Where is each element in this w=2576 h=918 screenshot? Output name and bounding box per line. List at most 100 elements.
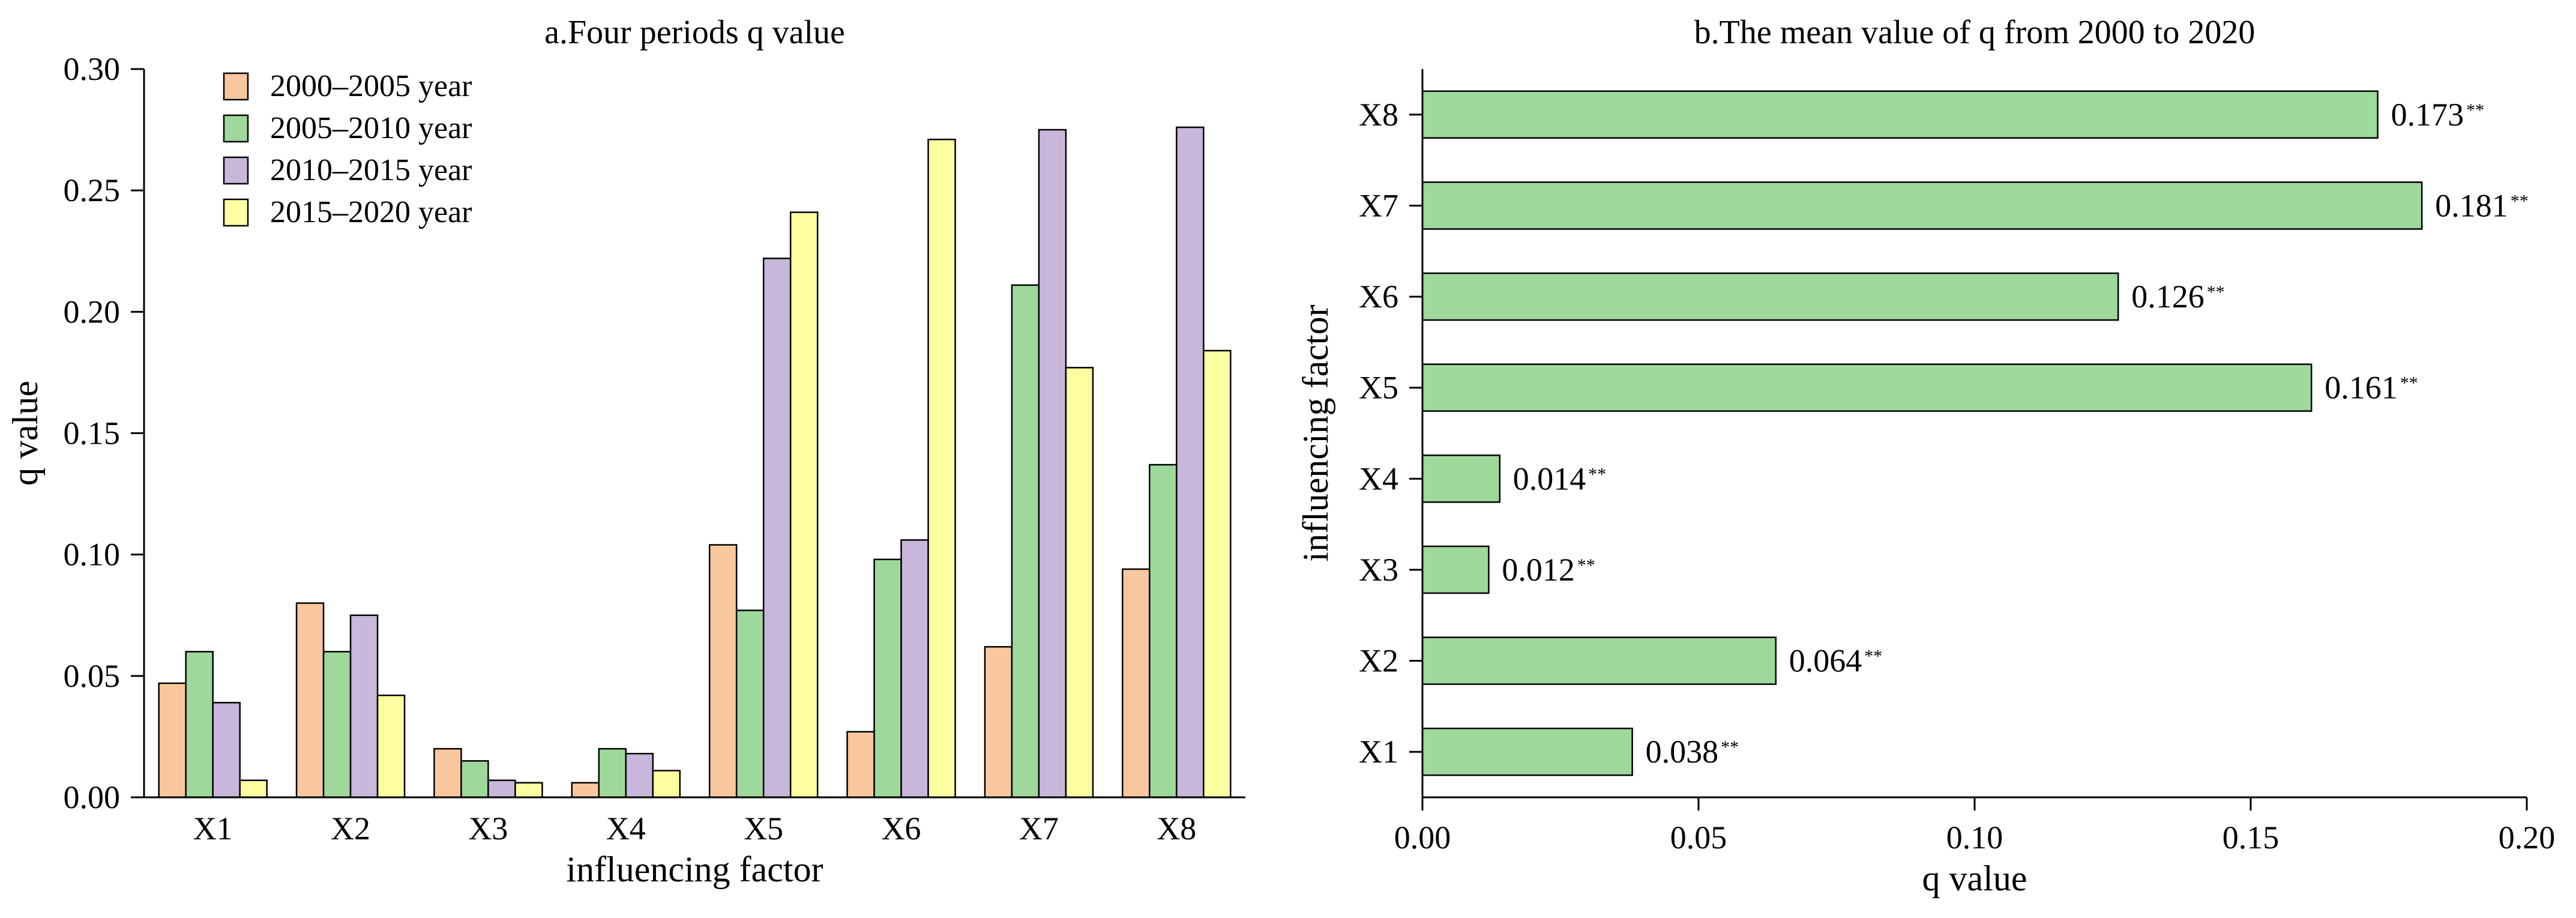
bar-X7 — [1421, 181, 2423, 230]
x-tick-label: 0.15 — [2222, 820, 2280, 856]
bar-X2-series-4 — [376, 694, 406, 799]
bar-X6-series-4 — [927, 139, 956, 799]
y-tick-label: X6 — [1359, 279, 1398, 315]
bar-X3-series-4 — [514, 782, 543, 799]
chart-b: b.The mean value of q from 2000 to 2020 … — [1296, 14, 2555, 898]
chart-a-title: a.Four periods q value — [544, 14, 845, 51]
bar-X3-series-2 — [460, 760, 489, 799]
bar-X6 — [1421, 272, 2119, 321]
legend-label: 2010–2015 year — [270, 153, 472, 187]
bar-X7-series-1 — [984, 646, 1013, 799]
bar-X6-series-1 — [846, 731, 875, 799]
legend-swatch — [223, 156, 249, 185]
data-label: 0.161 ** — [2325, 370, 2418, 406]
bar-X4-series-1 — [571, 782, 600, 799]
bar-X2-series-1 — [295, 602, 325, 799]
legend-swatch — [223, 198, 249, 227]
bar-X5-series-4 — [789, 211, 819, 799]
x-tick-label: 0.20 — [2499, 820, 2556, 856]
bar-X5-series-1 — [708, 544, 738, 799]
x-tick-label: X6 — [882, 811, 921, 847]
bar-X4-series-4 — [652, 770, 681, 799]
y-tick-label: 0.20 — [64, 294, 121, 330]
x-tick-label: X8 — [1157, 811, 1196, 847]
bar-X8-series-2 — [1149, 464, 1178, 799]
legend-swatch — [223, 72, 249, 101]
bar-X3 — [1421, 545, 1490, 594]
bar-X5-series-2 — [735, 609, 765, 799]
y-tick-label: 0.05 — [64, 658, 121, 694]
y-tick-label: 0.30 — [64, 51, 121, 87]
chart-a-y-axis-label: q value — [5, 381, 45, 486]
x-tick-label: 0.05 — [1670, 820, 1727, 856]
bar-X8 — [1421, 90, 2379, 139]
y-tick-label: 0.00 — [64, 779, 121, 815]
bar-X5-series-3 — [762, 258, 792, 799]
legend-swatch — [223, 114, 249, 143]
data-label: 0.064 ** — [1789, 643, 1883, 679]
bar-X1-series-3 — [212, 702, 241, 799]
chart-b-title: b.The mean value of q from 2000 to 2020 — [1694, 14, 2256, 51]
y-tick-label: 0.25 — [64, 172, 121, 208]
x-tick-label: X3 — [468, 811, 508, 847]
chart-b-bars — [1421, 90, 2423, 776]
x-tick-label: X4 — [606, 811, 646, 847]
chart-a-x-ticks: X1 X2 X3 X4 X5 X6 X7 X8 — [193, 811, 1197, 847]
data-label: 0.126 ** — [2131, 279, 2225, 315]
data-label: 0.012 ** — [1502, 552, 1595, 588]
y-tick-label: 0.10 — [64, 537, 121, 573]
chart-b-x-axis-label: q value — [1922, 859, 2027, 898]
x-tick-label: X1 — [193, 811, 233, 847]
bar-X4 — [1421, 454, 1501, 503]
chart-a-bars — [158, 126, 1232, 799]
y-tick-label: X3 — [1359, 552, 1398, 588]
bar-X1-series-2 — [185, 651, 214, 799]
bar-X5 — [1421, 363, 2313, 412]
y-tick-label: X8 — [1359, 97, 1398, 133]
bar-X7-series-4 — [1065, 367, 1094, 799]
chart-b-data-labels: 0.038 ** 0.064 ** 0.012 ** 0.014 ** 0.161 ** 0.126… — [1502, 97, 2528, 770]
bar-X7-series-3 — [1038, 128, 1067, 799]
bar-X3-series-1 — [433, 747, 462, 799]
chart-a-x-axis-label: influencing factor — [566, 850, 823, 889]
chart-b-y-axis-label: influencing factor — [1296, 304, 1335, 561]
bar-X1-series-1 — [158, 682, 187, 799]
y-tick-label: X1 — [1359, 734, 1398, 770]
bar-X3-series-3 — [487, 779, 516, 799]
y-tick-label: X7 — [1359, 187, 1398, 223]
bar-X8-series-3 — [1176, 126, 1205, 799]
legend-label: 2005–2010 year — [270, 111, 472, 145]
legend-label: 2015–2020 year — [270, 195, 472, 229]
y-tick-label: 0.15 — [64, 415, 121, 451]
data-label: 0.038 ** — [1646, 734, 1739, 770]
chart-b-axes — [1421, 69, 2527, 799]
legend-label: 2000–2005 year — [270, 69, 472, 103]
x-tick-label: X5 — [744, 811, 783, 847]
data-label: 0.014 ** — [1513, 461, 1607, 497]
bar-X4-series-2 — [598, 747, 627, 799]
y-tick-label: X4 — [1359, 461, 1398, 497]
bar-X2 — [1421, 636, 1777, 685]
chart-a: a.Four periods q value 0.000.050.100.150… — [5, 14, 1245, 889]
x-tick-label: X7 — [1019, 811, 1059, 847]
bar-X8-series-1 — [1122, 568, 1151, 799]
x-tick-label: 0.10 — [1946, 820, 2003, 856]
x-tick-label: X2 — [331, 811, 370, 847]
bar-X1-series-4 — [239, 779, 268, 799]
data-label: 0.173 ** — [2391, 97, 2485, 133]
y-tick-label: X2 — [1359, 643, 1398, 679]
bar-X4-series-3 — [625, 752, 654, 799]
bar-X2-series-3 — [349, 614, 379, 799]
bar-X8-series-4 — [1203, 349, 1232, 799]
chart-b-y-ticks: X1 X2 X3 X4 X5 X6 X7 X8 — [1359, 97, 1422, 770]
bar-X1 — [1421, 727, 1633, 776]
chart-a-legend: 2000–2005 year 2005–2010 year 2010–2015 ye… — [223, 69, 472, 229]
bar-X2-series-2 — [322, 651, 352, 799]
bar-X6-series-2 — [873, 558, 902, 799]
chart-a-y-ticks: 0.00 0.05 0.10 0.15 0.20 0.25 0.30 — [64, 51, 144, 815]
chart-b-x-ticks: 0.00 0.05 0.10 0.15 0.20 — [1394, 797, 2556, 856]
data-label: 0.181 ** — [2435, 187, 2529, 223]
y-tick-label: X5 — [1359, 370, 1398, 406]
x-tick-label: 0.00 — [1394, 820, 1451, 856]
